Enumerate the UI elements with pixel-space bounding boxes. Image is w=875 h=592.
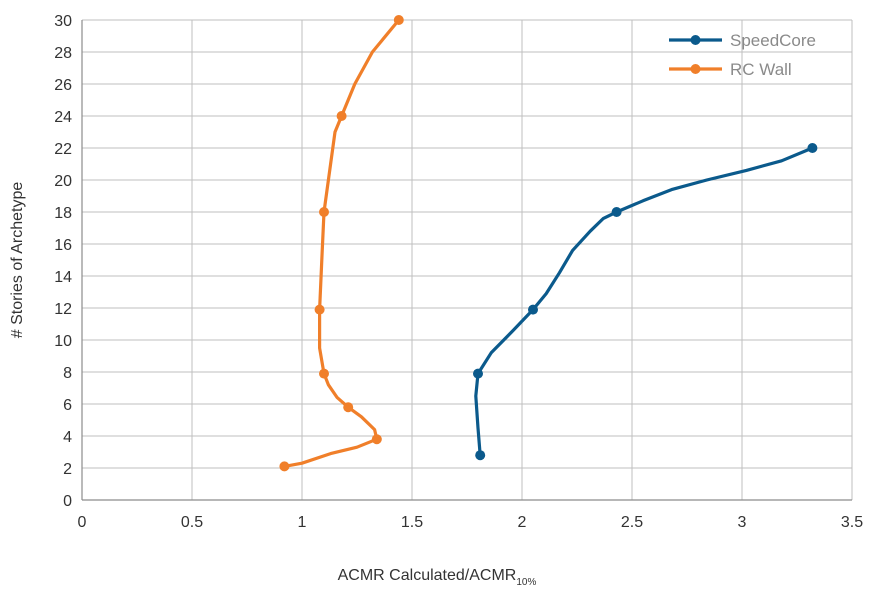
legend-item-speedcore: SpeedCore — [669, 31, 816, 50]
data-point-rc-wall — [393, 15, 404, 25]
series-line-speedcore — [474, 146, 815, 457]
y-tick-label: 14 — [54, 269, 72, 286]
legend-item-rc-wall: RC Wall — [669, 60, 792, 79]
data-point-speedcore — [473, 368, 483, 379]
y-tick-label: 2 — [63, 461, 72, 478]
x-tick-label: 3.5 — [841, 514, 863, 531]
data-point-speedcore — [475, 450, 486, 461]
y-axis-title: # Stories of Archetype — [9, 182, 26, 339]
y-tick-label: 8 — [63, 365, 72, 382]
legend: SpeedCore RC Wall — [669, 31, 816, 79]
y-tick-label: 22 — [54, 141, 72, 158]
grid-lines — [82, 19, 853, 500]
data-point-rc-wall — [279, 461, 290, 472]
data-point-rc-wall — [314, 304, 325, 315]
y-tick-label: 0 — [63, 493, 72, 510]
y-tick-label: 20 — [54, 173, 72, 190]
x-tick-label: 2.5 — [621, 514, 643, 531]
legend-swatch-marker — [690, 35, 701, 45]
legend-label: RC Wall — [730, 60, 792, 79]
data-point-rc-wall — [319, 368, 329, 379]
data-point-rc-wall — [371, 434, 382, 445]
data-point-rc-wall — [319, 207, 329, 217]
x-tick-label: 3 — [738, 514, 747, 531]
legend-label: SpeedCore — [730, 31, 816, 50]
data-point-rc-wall — [343, 402, 354, 413]
data-point-rc-wall — [336, 111, 347, 121]
x-axis-title-main: ACMR Calculated/ACMR — [338, 567, 517, 584]
x-tick-label: 0.5 — [181, 514, 203, 531]
x-tick-label: 1.5 — [401, 514, 423, 531]
data-point-speedcore — [528, 304, 538, 315]
x-axis-title: ACMR Calculated/ACMR10% — [338, 567, 537, 588]
x-tick-label: 0 — [78, 514, 87, 531]
series-speedcore — [473, 143, 818, 461]
x-tick-label: 2 — [518, 514, 527, 531]
y-tick-label: 6 — [63, 397, 72, 414]
y-tick-label: 16 — [54, 237, 72, 254]
data-point-speedcore — [807, 143, 818, 153]
series-rc-wall — [279, 15, 404, 472]
x-tick-label: 1 — [298, 514, 307, 531]
y-tick-label: 12 — [54, 301, 72, 318]
legend-swatch-marker — [690, 64, 701, 74]
axes — [81, 20, 852, 501]
x-axis-title-subscript: 10% — [516, 577, 536, 588]
series-layer — [279, 15, 818, 472]
y-tick-label: 10 — [54, 333, 72, 350]
y-tick-label: 18 — [54, 205, 72, 222]
data-point-speedcore — [611, 207, 622, 217]
y-tick-label: 30 — [54, 13, 72, 30]
x-tick-labels: 0 0.5 1 1.5 2 2.5 3 3.5 — [78, 514, 864, 531]
y-tick-label: 26 — [54, 77, 72, 94]
y-tick-label: 28 — [54, 45, 72, 62]
y-tick-label: 4 — [63, 429, 72, 446]
y-tick-label: 24 — [54, 109, 72, 126]
